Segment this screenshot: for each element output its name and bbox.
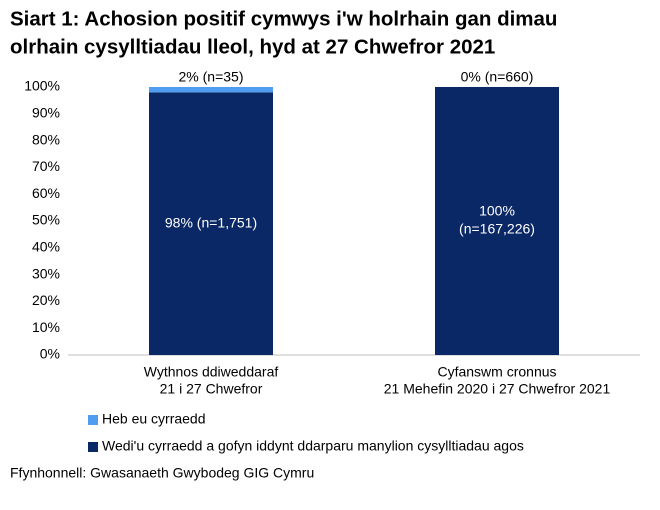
data-label: 100% [479,203,515,219]
legend-swatch [88,415,98,425]
legend-label: Heb eu cyrraedd [102,411,206,427]
legend-swatch [88,442,98,452]
y-tick-label: 20% [32,292,60,308]
y-tick-label: 50% [32,212,60,228]
chart-title: Siart 1: Achosion positif cymwys i'w hol… [10,7,557,30]
bar-segment [149,92,273,356]
y-tick-label: 100% [24,78,60,94]
data-label: 2% (n=35) [179,69,244,85]
x-tick-label: 21 i 27 Chwefror [160,381,263,397]
x-tick-label: Wythnos ddiweddaraf [144,364,279,380]
bar-segment [149,87,273,93]
y-tick-label: 0% [40,346,60,362]
y-tick-label: 40% [32,239,60,255]
chart-title: olrhain cysylltiadau lleol, hyd at 27 Ch… [10,35,495,58]
x-tick-label: Cyfanswm cronnus [437,364,556,380]
legend-label: Wedi'u cyrraedd a gofyn iddynt ddarparu … [102,438,524,454]
y-tick-label: 70% [32,158,60,174]
data-label: 0% (n=660) [461,69,534,85]
data-label: (n=167,226) [459,221,535,237]
y-tick-label: 30% [32,265,60,281]
data-label: 98% (n=1,751) [165,214,257,230]
y-tick-label: 90% [32,105,60,121]
y-tick-label: 80% [32,131,60,147]
y-tick-label: 60% [32,185,60,201]
x-tick-label: 21 Mehefin 2020 i 27 Chwefror 2021 [384,381,611,397]
source: Ffynhonnell: Gwasanaeth Gwybodeg GIG Cym… [10,465,314,481]
y-tick-label: 10% [32,319,60,335]
bar-segment [435,87,559,355]
